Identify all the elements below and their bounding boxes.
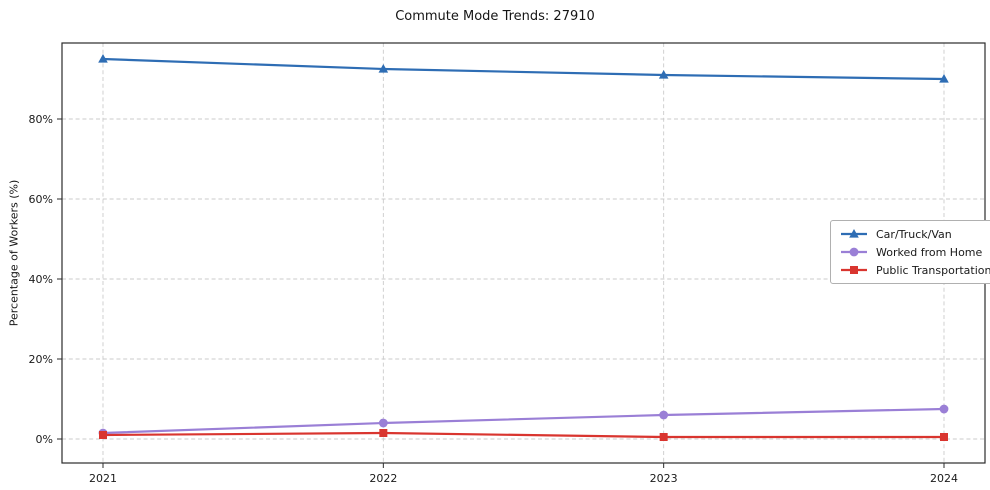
marker-triangle-icon [849, 229, 859, 238]
legend-sample-icon [841, 266, 867, 274]
marker-circle-icon [659, 410, 669, 420]
x-tick-label: 2021 [89, 472, 117, 485]
y-tick-label: 60% [29, 193, 53, 206]
legend-label: Car/Truck/Van [876, 227, 952, 241]
y-tick-label: 80% [29, 113, 53, 126]
x-tick-label: 2022 [369, 472, 397, 485]
marker-triangle-icon [939, 74, 949, 83]
x-tick-label: 2024 [930, 472, 958, 485]
legend-sample-icon [841, 229, 867, 238]
marker-triangle-icon [98, 54, 108, 63]
marker-square-icon [659, 433, 668, 441]
marker-circle-icon [849, 247, 859, 257]
x-tick-label: 2023 [650, 472, 678, 485]
legend: Car/Truck/Van Worked from Home Public Tran… [830, 220, 990, 284]
legend-label: Worked from Home [876, 245, 983, 259]
legend-sample-icon [841, 247, 867, 257]
marker-square-icon [940, 433, 948, 441]
y-tick-label: 20% [29, 353, 53, 366]
marker-triangle-icon [658, 70, 669, 79]
legend-label: Public Transportation [876, 263, 990, 277]
legend-entry: Public Transportation [839, 263, 990, 277]
marker-circle-icon [939, 404, 949, 414]
series-line-1 [101, 407, 946, 435]
legend-entry: Car/Truck/Van [839, 227, 990, 241]
marker-square-icon [379, 429, 388, 437]
marker-triangle-icon [378, 64, 389, 73]
marker-square-icon [99, 431, 107, 439]
marker-circle-icon [378, 418, 388, 428]
y-tick-label: 40% [29, 273, 53, 286]
marker-square-icon [850, 266, 858, 274]
legend-entry: Worked from Home [839, 245, 990, 259]
y-tick-label: 0% [36, 433, 53, 446]
series-line-0 [101, 57, 946, 81]
chart-title: Commute Mode Trends: 27910 [395, 9, 595, 24]
series-line-2 [101, 431, 946, 439]
